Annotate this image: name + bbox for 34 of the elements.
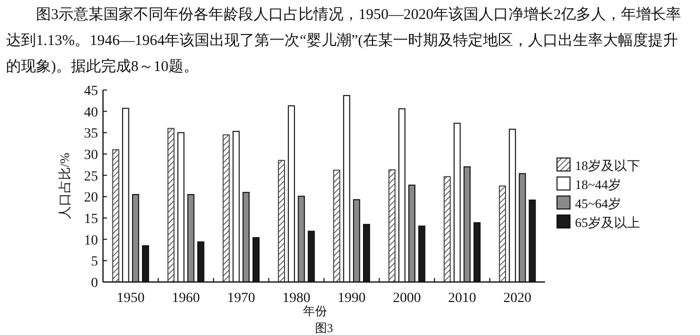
y-tick-label: 40: [84, 105, 98, 120]
bar: [388, 169, 396, 282]
bar: [333, 170, 340, 282]
bar: [167, 128, 174, 282]
bar: [112, 149, 120, 282]
y-axis-title: 人口占比/%: [57, 152, 72, 220]
x-tick-label: 1950: [116, 291, 145, 306]
x-tick-label: 2020: [503, 291, 532, 306]
x-axis-title: 年份: [303, 304, 328, 318]
legend-label: 45~64岁: [575, 196, 622, 211]
bar: [444, 176, 451, 282]
x-tick-label: 2000: [392, 291, 421, 306]
y-tick-label: 10: [84, 233, 98, 248]
y-tick-label: 0: [91, 276, 98, 291]
legend-label: 18~44岁: [575, 177, 622, 192]
legend-label: 65岁及以上: [575, 215, 640, 230]
x-tick-label: 1960: [172, 291, 200, 306]
y-tick-label: 30: [84, 148, 98, 163]
bar: [222, 134, 230, 282]
bar: [498, 186, 506, 282]
legend-label: 18岁及以下: [575, 158, 640, 173]
caption: 图3: [315, 321, 333, 335]
y-tick-label: 5: [91, 254, 98, 270]
caption: 图3示意某国家不同年份各年龄段人口占比情况，1950—2020年该国人口净增长2亿多人，年增长率达到1.13%。1946—1964年该国出现了第一次“婴儿潮”(在某一时期及特定地区，人口出生率大幅度提升的现象)。据此完成8～10题。: [5, 5, 682, 77]
y-tick-label: 15: [84, 212, 98, 227]
y-tick-label: 25: [84, 169, 98, 184]
y-tick-label: 35: [84, 126, 98, 142]
x-tick-label: 2010: [448, 291, 476, 306]
x-tick-label: 1970: [227, 291, 256, 306]
y-tick-label: 45: [84, 84, 98, 99]
x-tick-label: 1990: [338, 291, 366, 306]
x-tick-label: 1980: [282, 291, 310, 306]
bar: [278, 160, 285, 282]
y-tick-label: 20: [84, 190, 98, 206]
